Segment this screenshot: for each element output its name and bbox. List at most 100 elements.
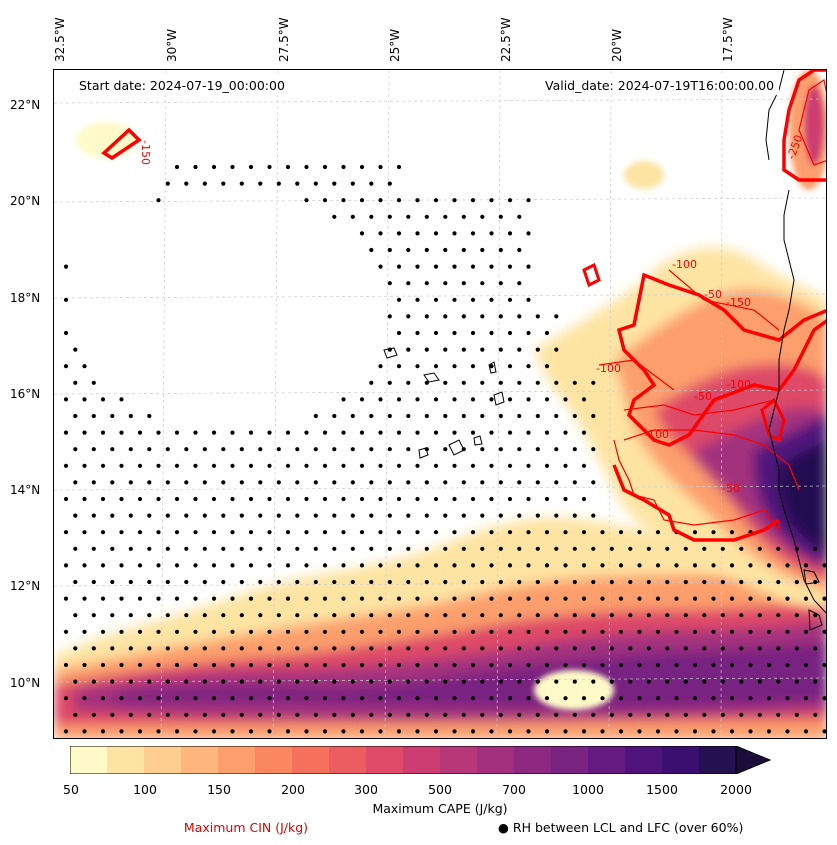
rh-dot xyxy=(147,447,152,452)
rh-dot xyxy=(637,696,642,701)
colorbar-tick: 2000 xyxy=(720,782,752,797)
rh-dot xyxy=(526,596,531,601)
rh-dot xyxy=(461,712,466,717)
rh-dot xyxy=(267,530,272,535)
rh-dot xyxy=(369,413,374,419)
rh-dot xyxy=(332,181,337,186)
rh-dot xyxy=(729,596,735,601)
rh-dot xyxy=(785,729,790,734)
rh-dot xyxy=(230,563,235,568)
rh-dot xyxy=(498,314,503,319)
rh-dot xyxy=(304,662,309,668)
rh-dot xyxy=(295,546,300,551)
rh-dot xyxy=(248,430,254,435)
rh-dot xyxy=(424,613,429,618)
rh-dot xyxy=(147,579,152,585)
rh-dot xyxy=(332,546,337,551)
rh-dot xyxy=(128,679,133,684)
rh-dot xyxy=(591,613,596,618)
rh-dot xyxy=(655,530,661,535)
rh-dot xyxy=(63,264,69,269)
rh-dot xyxy=(766,729,772,734)
rh-dot xyxy=(452,629,457,634)
rh-dot xyxy=(137,596,143,601)
rh-dot xyxy=(230,696,235,701)
rh-dot xyxy=(711,662,716,668)
rh-dot xyxy=(193,662,198,668)
colorbar-cell xyxy=(218,746,256,774)
rh-dot xyxy=(63,662,69,668)
lon-label-25w: 25°W xyxy=(388,28,402,62)
rh-dot xyxy=(63,430,69,435)
rh-dot xyxy=(202,679,207,684)
rh-dot xyxy=(239,679,244,684)
rh-dot xyxy=(674,596,679,601)
rh-dot xyxy=(406,281,411,286)
rh-dot xyxy=(461,546,466,551)
rh-dot xyxy=(147,646,152,651)
rh-dot xyxy=(406,214,411,219)
rh-dot xyxy=(91,513,96,518)
rh-dot xyxy=(702,546,707,551)
rh-dot xyxy=(480,281,485,286)
rh-dot xyxy=(618,629,624,634)
rh-dot xyxy=(387,679,392,684)
rh-dot xyxy=(702,613,707,618)
rh-dot xyxy=(433,330,439,336)
rh-dot xyxy=(119,596,124,601)
rh-dot xyxy=(822,696,826,701)
colorbar-cell xyxy=(329,746,367,774)
rh-dot xyxy=(498,447,503,452)
rh-dot xyxy=(63,364,69,369)
rh-dot xyxy=(396,198,402,203)
rh-dot xyxy=(766,696,772,701)
rh-dot xyxy=(452,563,457,568)
rh-dot xyxy=(665,613,670,618)
rh-dot xyxy=(193,563,198,568)
rh-dot xyxy=(480,613,485,618)
rh-dot xyxy=(341,729,346,734)
colorbar-cell xyxy=(366,746,404,774)
rh-dot xyxy=(184,712,189,717)
rh-dot xyxy=(387,380,392,385)
rh-dot xyxy=(396,164,402,170)
rh-dot xyxy=(443,247,448,253)
cin-contour-labels: -150 -100 -50 -150 -100 -50 -100 -250 -1… xyxy=(139,133,805,495)
rh-dot xyxy=(461,480,466,485)
rh-dot xyxy=(73,480,78,485)
rh-dot xyxy=(359,563,365,568)
rh-dot xyxy=(507,430,513,435)
rh-dot xyxy=(572,413,577,419)
rh-dot xyxy=(424,214,429,219)
rh-dot xyxy=(480,712,485,717)
cin-contours xyxy=(101,70,826,542)
rh-dot xyxy=(165,181,170,186)
rh-dot xyxy=(470,330,476,336)
rh-dot xyxy=(184,546,189,551)
rh-dot xyxy=(110,613,115,618)
rh-dot xyxy=(91,712,96,717)
colorbar-tick: 1000 xyxy=(572,782,604,797)
rh-dot xyxy=(470,496,476,502)
rh-dot xyxy=(91,413,96,419)
rh-dot xyxy=(332,480,337,485)
rh-dot xyxy=(174,629,180,634)
rh-dot xyxy=(248,629,254,634)
colorbar-tick: 200 xyxy=(281,782,305,797)
rh-dot xyxy=(184,679,189,684)
rh-dot xyxy=(489,364,494,369)
rh-dot xyxy=(137,729,143,734)
rh-dot xyxy=(729,662,735,668)
rh-dot xyxy=(424,712,429,717)
rh-dot xyxy=(156,629,161,634)
rh-dot xyxy=(221,513,226,518)
cin-label: -100 xyxy=(726,378,751,391)
rh-dot xyxy=(341,496,346,502)
rh-dot xyxy=(480,413,485,419)
rh-dot xyxy=(267,662,272,668)
colorbar-cell xyxy=(292,746,330,774)
rh-dot xyxy=(359,397,365,402)
rh-dot xyxy=(174,596,180,601)
rh-dot xyxy=(341,596,346,601)
rh-dot xyxy=(498,347,503,352)
